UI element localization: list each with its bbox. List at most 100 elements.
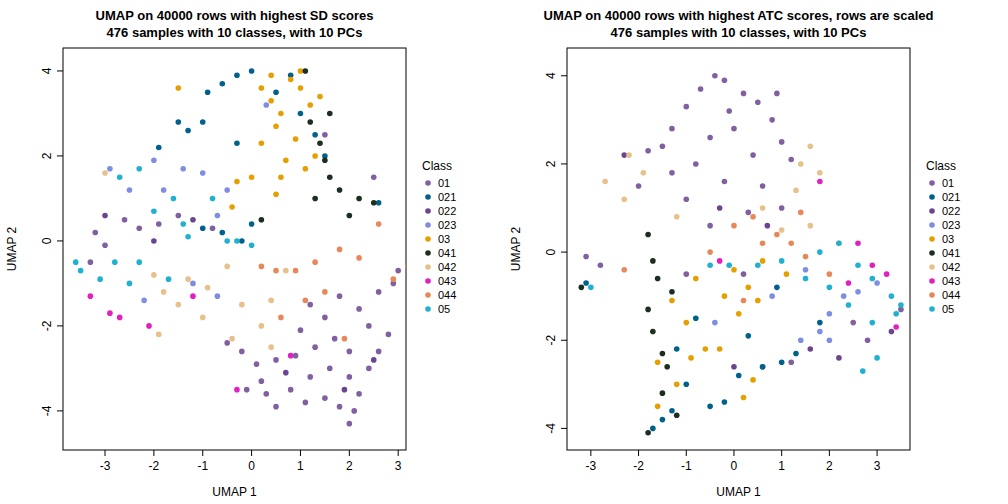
point <box>860 368 866 374</box>
point <box>579 285 585 291</box>
point <box>693 161 699 167</box>
point <box>707 223 713 229</box>
point <box>803 276 809 282</box>
point <box>102 213 108 219</box>
point <box>273 268 279 274</box>
point <box>621 152 627 158</box>
point <box>200 170 206 176</box>
point <box>865 337 871 343</box>
point <box>136 225 142 231</box>
point <box>151 272 157 278</box>
legend-swatch <box>929 222 935 228</box>
point <box>376 289 382 295</box>
x-tick-label: 0 <box>731 459 738 473</box>
point <box>263 102 269 108</box>
point <box>259 378 265 384</box>
point <box>760 258 766 264</box>
point <box>874 280 880 286</box>
point <box>298 327 304 333</box>
legend-swatch <box>425 264 431 270</box>
point <box>156 332 162 338</box>
point <box>726 263 732 269</box>
point <box>371 174 377 180</box>
point <box>239 302 245 308</box>
point <box>707 249 713 255</box>
point <box>102 242 108 248</box>
point <box>161 187 167 193</box>
point <box>273 191 279 197</box>
point <box>293 268 299 274</box>
point <box>356 306 362 312</box>
point <box>327 111 333 117</box>
point <box>347 421 353 427</box>
point <box>621 267 627 273</box>
point <box>693 276 699 282</box>
legend-label: 041 <box>942 247 960 259</box>
point <box>898 302 904 308</box>
x-tick-label: 3 <box>395 459 402 473</box>
point <box>788 359 794 365</box>
point <box>641 170 647 176</box>
point <box>190 217 196 223</box>
point <box>229 336 235 342</box>
point <box>674 214 680 220</box>
point <box>239 238 245 244</box>
point <box>893 311 899 317</box>
point <box>774 285 780 291</box>
legend-swatch <box>929 278 935 284</box>
legend-title: Class <box>422 159 452 173</box>
point <box>836 240 842 246</box>
point <box>322 132 328 138</box>
points <box>73 68 406 426</box>
point <box>176 302 182 308</box>
point <box>249 68 255 74</box>
point <box>769 117 775 123</box>
point <box>136 259 142 265</box>
point <box>817 170 823 176</box>
point <box>156 145 162 151</box>
point <box>750 377 756 383</box>
legend-label: 023 <box>942 219 960 231</box>
point <box>293 136 299 142</box>
legend-swatch <box>425 236 431 242</box>
point <box>185 276 191 282</box>
point <box>755 263 761 269</box>
point <box>669 126 675 132</box>
point <box>356 391 362 397</box>
y-tick <box>561 340 567 341</box>
x-tick <box>781 450 782 456</box>
point <box>146 323 152 329</box>
point <box>731 223 737 229</box>
point <box>669 170 675 176</box>
point <box>376 349 382 355</box>
point <box>855 263 861 269</box>
point <box>371 200 377 206</box>
point <box>745 285 751 291</box>
point <box>215 293 221 299</box>
point <box>405 264 406 270</box>
point <box>268 98 274 104</box>
x-tick <box>105 450 106 456</box>
point <box>750 214 756 220</box>
point <box>342 336 348 342</box>
y-axis-label: UMAP 2 <box>5 226 19 271</box>
point <box>674 382 680 388</box>
title: UMAP on 40000 rows with highest SD score… <box>96 8 374 23</box>
point <box>185 128 191 134</box>
legend-label: 05 <box>438 303 450 315</box>
point <box>298 68 304 74</box>
point <box>127 187 133 193</box>
point <box>660 143 666 149</box>
x-tick-label: 1 <box>297 459 304 473</box>
point <box>827 311 833 317</box>
x-tick <box>590 450 591 456</box>
x-tick <box>349 450 350 456</box>
point <box>745 333 751 339</box>
point <box>205 89 211 95</box>
point <box>626 152 632 158</box>
x-tick-label: -2 <box>149 459 160 473</box>
x-tick-label: 2 <box>826 459 833 473</box>
point <box>78 268 84 274</box>
point <box>283 370 289 376</box>
point <box>337 404 343 410</box>
